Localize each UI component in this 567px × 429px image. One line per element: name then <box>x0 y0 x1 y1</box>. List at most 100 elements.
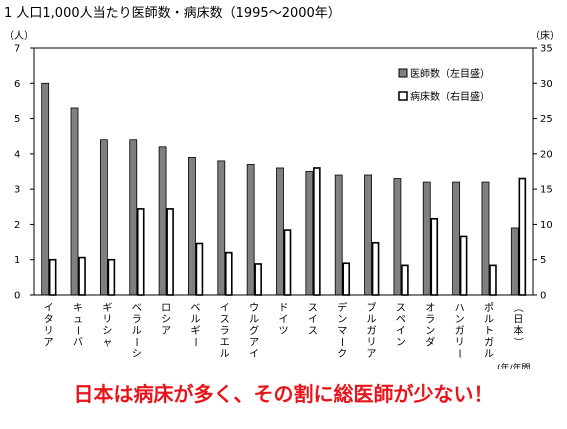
bar-doctors <box>188 156 196 296</box>
category-label: リ <box>44 326 54 337</box>
category-label: ラ <box>220 325 230 337</box>
category-label: ガ <box>484 337 494 349</box>
bar-beds <box>313 167 321 296</box>
bar-beds <box>136 208 145 296</box>
category-label: リ <box>102 315 112 326</box>
cut-off-note: (年/年間 <box>497 364 531 369</box>
category-label: ル <box>484 349 494 360</box>
bar-beds <box>107 258 116 296</box>
category-label: ー <box>336 337 347 347</box>
category-label: ギ <box>102 302 112 314</box>
bar-doctors <box>158 146 167 296</box>
category-label: シ <box>161 315 171 326</box>
right-tick-label: 35 <box>540 44 553 55</box>
right-tick-label: 15 <box>540 185 553 196</box>
category-label: ハ <box>455 303 465 314</box>
left-tick-label: 1 <box>14 255 20 266</box>
bar-beds <box>430 217 439 296</box>
bar-beds <box>518 177 527 296</box>
right-tick-label: 10 <box>540 220 553 231</box>
right-tick-label: 5 <box>540 255 546 266</box>
category-label: ル <box>367 315 377 326</box>
category-label: ュ <box>73 315 83 326</box>
chart-title: 1 人口1,000人当たり医師数・病床数（1995〜2000年） <box>4 6 341 21</box>
category-label: デ <box>337 301 347 314</box>
category-label: ル <box>249 315 259 326</box>
category-label: ベ <box>132 302 142 314</box>
category-label: イ <box>44 303 54 314</box>
category-label: ル <box>190 315 200 326</box>
category-label: キ <box>73 303 83 314</box>
legend-swatch-beds <box>398 91 408 101</box>
category-label: ド <box>279 303 289 314</box>
right-axis-unit: （床） <box>530 29 560 42</box>
bar-beds <box>489 264 497 296</box>
category-label: ブ <box>367 301 377 314</box>
bar-beds <box>166 208 174 296</box>
bar-doctors <box>481 181 490 296</box>
category-label: ロ <box>161 303 171 314</box>
bar-doctors <box>129 139 138 296</box>
category-label: ル <box>132 326 142 337</box>
category-label: ウ <box>249 302 259 314</box>
bar-beds <box>78 256 86 296</box>
bar-doctors <box>393 178 402 296</box>
category-label: ャ <box>102 338 112 349</box>
category-label: イ <box>220 303 230 314</box>
legend: 医師数（左目盛） 病床数（右目盛） <box>398 67 490 103</box>
category-label: ス <box>396 303 406 314</box>
category-label: イ <box>396 326 406 337</box>
bar-beds <box>459 235 468 296</box>
category-label: イ <box>249 349 259 360</box>
category-label: ル <box>220 349 230 360</box>
category-label: タ <box>44 314 54 326</box>
bar-doctors <box>217 160 226 296</box>
category-label: ペ <box>396 315 406 326</box>
category-label: グ <box>249 324 259 337</box>
category-label: イ <box>308 315 318 326</box>
right-tick-label: 25 <box>540 114 553 125</box>
category-label: ト <box>484 326 494 337</box>
bar-doctors <box>41 82 50 296</box>
category-label: ア <box>161 326 171 337</box>
bar-doctors <box>305 171 314 296</box>
category-label: シ <box>102 326 112 337</box>
bar-doctors <box>364 174 372 296</box>
category-label: ア <box>367 349 377 360</box>
category-label: ル <box>484 315 494 326</box>
category-label: ン <box>425 326 435 337</box>
bar-beds <box>48 258 57 296</box>
category-label: 日 <box>513 315 523 326</box>
left-tick-label: 2 <box>14 220 20 231</box>
category-label: イ <box>279 315 289 326</box>
category-label: ラ <box>132 314 142 326</box>
bar-beds <box>283 229 292 296</box>
category-label: ポ <box>484 302 494 314</box>
bar-doctors <box>452 181 461 296</box>
category-label: ベ <box>190 302 200 314</box>
bar-beds <box>254 263 262 296</box>
category-label: 本 <box>513 324 523 337</box>
bar-doctors <box>334 174 343 296</box>
category-label: エ <box>220 338 230 349</box>
left-tick-label: 4 <box>14 149 20 160</box>
bar-doctors <box>99 139 108 296</box>
legend-label-doctors: 医師数（左目盛） <box>410 67 490 80</box>
category-label: ラ <box>425 314 435 326</box>
bar-doctors <box>422 181 431 296</box>
category-label: ン <box>396 338 406 349</box>
bar-doctors <box>70 107 79 296</box>
category-label: ン <box>455 315 465 326</box>
legend-swatch-doctors <box>398 68 408 78</box>
category-label: ダ <box>425 336 435 349</box>
left-tick-label: 7 <box>14 44 20 55</box>
legend-label-beds: 病床数（右目盛） <box>410 90 490 103</box>
category-label: ー <box>130 337 141 347</box>
category-label: ス <box>308 303 318 314</box>
right-tick-label: 20 <box>540 149 553 160</box>
category-label: ー <box>72 326 83 336</box>
category-label: リ <box>455 338 465 349</box>
bar-beds <box>195 242 204 296</box>
left-axis-unit: （人） <box>4 30 34 42</box>
